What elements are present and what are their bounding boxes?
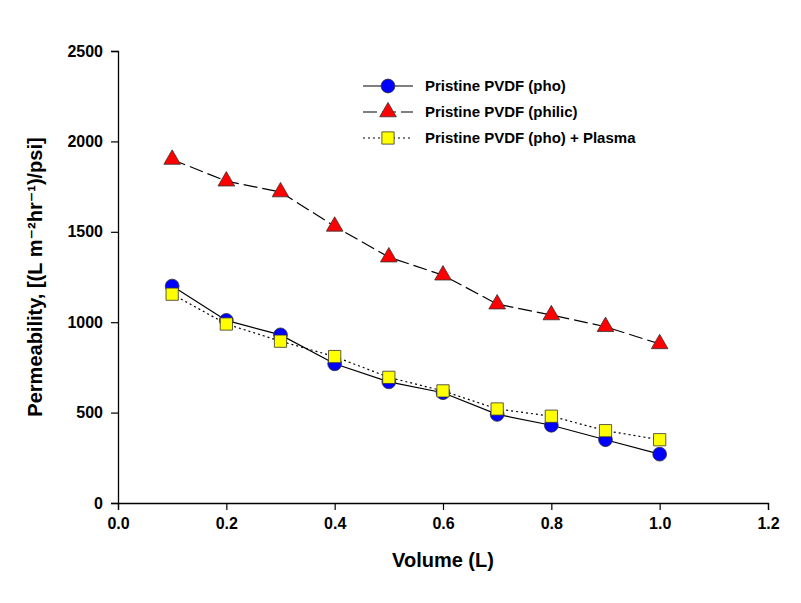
marker	[274, 335, 286, 347]
marks	[164, 150, 668, 461]
tick-label: 1.2	[757, 515, 779, 532]
tick-label: 0.2	[216, 515, 238, 532]
x-axis: 0.0 0.2 0.4 0.6 0.8 1.0 1.2	[107, 503, 779, 532]
legend-label: Pristine PVDF (pho) + Plasma	[425, 129, 636, 146]
tick-label: 0.8	[541, 515, 563, 532]
marker	[435, 266, 452, 280]
marker	[220, 318, 232, 330]
tick-mark	[111, 232, 118, 233]
series-line	[172, 294, 660, 440]
marker	[218, 172, 235, 186]
tick: 0.0	[107, 503, 129, 532]
legend-marker	[381, 79, 395, 93]
marker	[272, 182, 289, 196]
plot-area: 0.0 0.2 0.4 0.6 0.8 1.0 1.2 0 500 1000 1500 2000 250…	[67, 43, 779, 533]
tick-label: 0.0	[107, 515, 129, 532]
marker	[599, 425, 611, 437]
chart: 0.0 0.2 0.4 0.6 0.8 1.0 1.2 0 500 1000 1500 2000 250…	[0, 0, 801, 603]
marker	[166, 288, 178, 300]
tick-label: 500	[76, 404, 103, 421]
tick-mark	[111, 51, 118, 52]
marker	[654, 434, 666, 446]
tick: 500	[76, 404, 118, 421]
axis-line	[119, 504, 769, 511]
marker	[651, 334, 668, 348]
tick-label: 1.0	[649, 515, 671, 532]
legend-label: Pristine PVDF (pho)	[425, 77, 566, 94]
tick-label: 1500	[67, 223, 103, 240]
series-line	[172, 286, 660, 454]
legend-marker	[382, 132, 394, 144]
marker	[329, 350, 341, 362]
tick-mark	[443, 503, 444, 510]
tick-mark	[111, 413, 118, 414]
tick: 0.8	[541, 503, 563, 532]
tick-mark	[111, 141, 118, 142]
tick: 0	[94, 495, 118, 512]
tick: 2500	[67, 43, 118, 60]
y-axis-title: Permeability, [(L m⁻²hr⁻¹)/psi]	[24, 137, 46, 416]
axis-line	[111, 52, 119, 504]
tick: 0.6	[432, 503, 454, 532]
marker	[543, 305, 560, 319]
marker	[491, 403, 503, 415]
tick-mark	[111, 503, 118, 504]
tick-mark	[660, 503, 661, 510]
marker	[164, 150, 181, 164]
y-axis: 0 500 1000 1500 2000 2500	[67, 43, 118, 512]
tick: 1500	[67, 223, 118, 240]
tick-mark	[551, 503, 552, 510]
marker	[326, 217, 343, 231]
marker	[545, 410, 557, 422]
tick: 1.0	[649, 503, 671, 532]
tick-label: 1000	[67, 314, 103, 331]
tick-mark	[768, 503, 769, 510]
legend: Pristine PVDF (pho) Pristine PVDF (philic…	[363, 77, 636, 146]
marker	[381, 248, 398, 262]
legend-label: Pristine PVDF (philic)	[425, 103, 578, 120]
tick-label: 0.6	[432, 515, 454, 532]
tick: 0.2	[216, 503, 238, 532]
marker	[597, 317, 614, 331]
tick-mark	[335, 503, 336, 510]
tick: 2000	[67, 133, 118, 150]
tick-label: 2500	[67, 43, 103, 60]
tick-mark	[226, 503, 227, 510]
tick: 1000	[67, 314, 118, 331]
tick: 0.4	[324, 503, 346, 532]
marker	[383, 371, 395, 383]
x-axis-title: Volume (L)	[392, 549, 494, 571]
marker	[437, 385, 449, 397]
marker	[653, 447, 667, 461]
tick: 1.2	[757, 503, 779, 532]
tick-label: 0	[94, 495, 103, 512]
tick-label: 2000	[67, 133, 103, 150]
series-line	[172, 159, 660, 343]
legend-marker	[380, 102, 397, 116]
tick-mark	[111, 322, 118, 323]
marker	[489, 295, 506, 309]
tick-label: 0.4	[324, 515, 346, 532]
